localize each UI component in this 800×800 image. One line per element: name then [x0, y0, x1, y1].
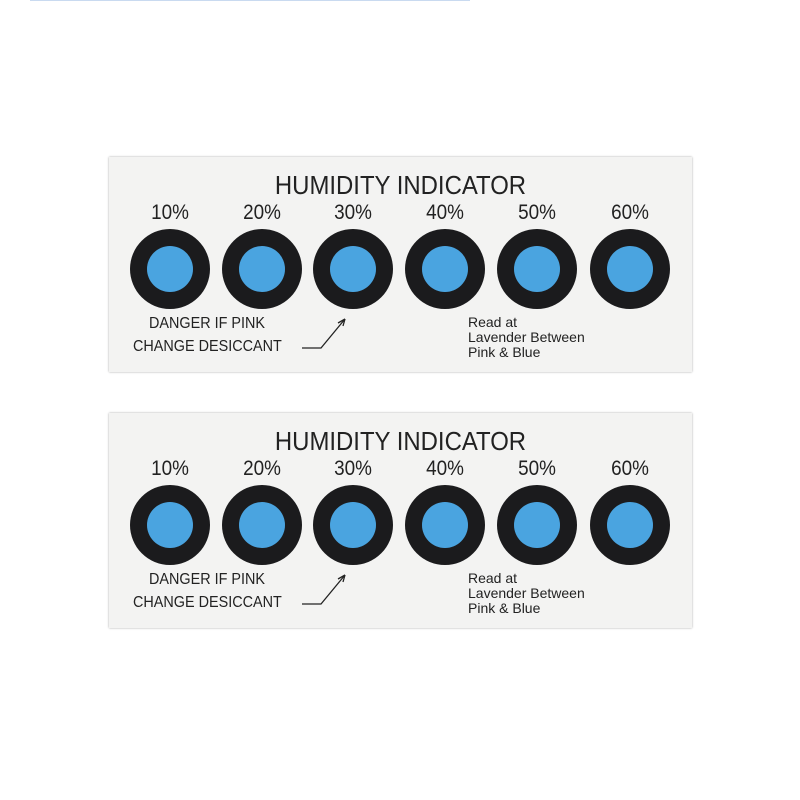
indicator-spot-center: [239, 246, 285, 292]
edge-line: [30, 0, 470, 1]
indicator-spot-center: [422, 502, 468, 548]
level-label: 40%: [426, 457, 464, 480]
indicator-spot-center: [607, 502, 653, 548]
indicator-spot: [313, 485, 393, 565]
indicator-spot-center: [330, 246, 376, 292]
warning-line2: CHANGE DESICCANT: [133, 594, 282, 611]
indicator-spot-center: [422, 246, 468, 292]
level-label: 10%: [151, 457, 189, 480]
level-label: 60%: [611, 201, 649, 224]
humidity-indicator-card: HUMIDITY INDICATOR 10% 20% 30% 40% 50% 60% DANG…: [109, 413, 692, 628]
level-label: 10%: [151, 201, 189, 224]
indicator-spot: [222, 229, 302, 309]
indicator-spot-center: [514, 246, 560, 292]
read-line1: Read at: [468, 570, 518, 586]
read-instructions: Read at Lavender Between Pink & Blue: [468, 315, 585, 360]
level-label: 50%: [518, 201, 556, 224]
read-line2: Lavender Between: [468, 329, 585, 345]
read-line2: Lavender Between: [468, 585, 585, 601]
read-line3: Pink & Blue: [468, 344, 541, 360]
humidity-indicator-card: HUMIDITY INDICATOR 10% 20% 30% 40% 50% 60% DANG…: [109, 157, 692, 372]
level-label: 20%: [243, 201, 281, 224]
indicator-spot-center: [239, 502, 285, 548]
arrow-icon: [302, 318, 346, 349]
warning-line2: CHANGE DESICCANT: [133, 338, 282, 355]
indicator-spot: [130, 485, 210, 565]
indicator-spot: [313, 229, 393, 309]
level-label: 40%: [426, 201, 464, 224]
indicator-spot: [497, 229, 577, 309]
level-label: 20%: [243, 457, 281, 480]
arrow-icon: [302, 574, 346, 605]
warning-line1: DANGER IF PINK: [149, 571, 266, 588]
card-title: HUMIDITY INDICATOR: [274, 170, 527, 200]
level-label: 60%: [611, 457, 649, 480]
level-label: 50%: [518, 457, 556, 480]
indicator-spot-center: [514, 502, 560, 548]
read-line1: Read at: [468, 314, 518, 330]
read-line3: Pink & Blue: [468, 600, 541, 616]
indicator-spot: [590, 485, 670, 565]
indicator-spot-center: [147, 246, 193, 292]
indicator-spot: [405, 229, 485, 309]
warning-line1: DANGER IF PINK: [149, 315, 266, 332]
indicator-spot-center: [330, 502, 376, 548]
indicator-spot: [130, 229, 210, 309]
level-label: 30%: [334, 457, 372, 480]
indicator-spot-center: [147, 502, 193, 548]
read-instructions: Read at Lavender Between Pink & Blue: [468, 571, 585, 616]
level-label: 30%: [334, 201, 372, 224]
indicator-spot: [497, 485, 577, 565]
indicator-spot-center: [607, 246, 653, 292]
indicator-spot: [222, 485, 302, 565]
indicator-spot: [590, 229, 670, 309]
indicator-spot: [405, 485, 485, 565]
card-title: HUMIDITY INDICATOR: [274, 426, 527, 456]
